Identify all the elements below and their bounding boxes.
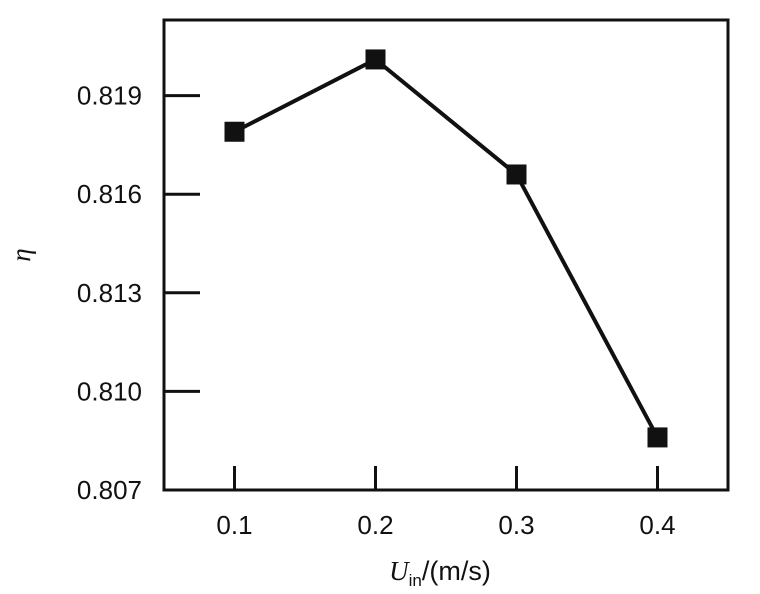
x-axis-label-subscript: in bbox=[409, 571, 422, 590]
x-tick-label: 0.1 bbox=[216, 510, 252, 540]
x-axis-label-main: U bbox=[389, 556, 410, 586]
y-axis-label: η bbox=[6, 248, 36, 261]
data-point-marker bbox=[224, 121, 245, 142]
series-line bbox=[233, 57, 660, 439]
data-point-marker bbox=[506, 164, 527, 185]
y-tick-label: 0.816 bbox=[77, 179, 142, 209]
x-tick-label: 0.4 bbox=[639, 510, 675, 540]
x-axis-label: Uin/(m/s) bbox=[389, 556, 491, 590]
y-tick-label: 0.807 bbox=[77, 475, 142, 505]
data-point-marker bbox=[647, 427, 668, 448]
y-axis-ticks: 0.807 0.810 0.813 0.816 0.819 bbox=[77, 81, 200, 505]
x-axis-label-unit: /(m/s) bbox=[422, 556, 491, 586]
data-point-marker bbox=[365, 49, 386, 70]
x-axis-ticks: 0.1 0.2 0.3 0.4 bbox=[216, 466, 676, 540]
series bbox=[224, 49, 668, 448]
plot-frame bbox=[162, 18, 730, 492]
y-tick-label: 0.813 bbox=[77, 278, 142, 308]
x-tick-label: 0.3 bbox=[498, 510, 534, 540]
y-tick-label: 0.810 bbox=[77, 376, 142, 406]
x-tick-label: 0.2 bbox=[357, 510, 393, 540]
y-tick-label: 0.819 bbox=[77, 81, 142, 111]
